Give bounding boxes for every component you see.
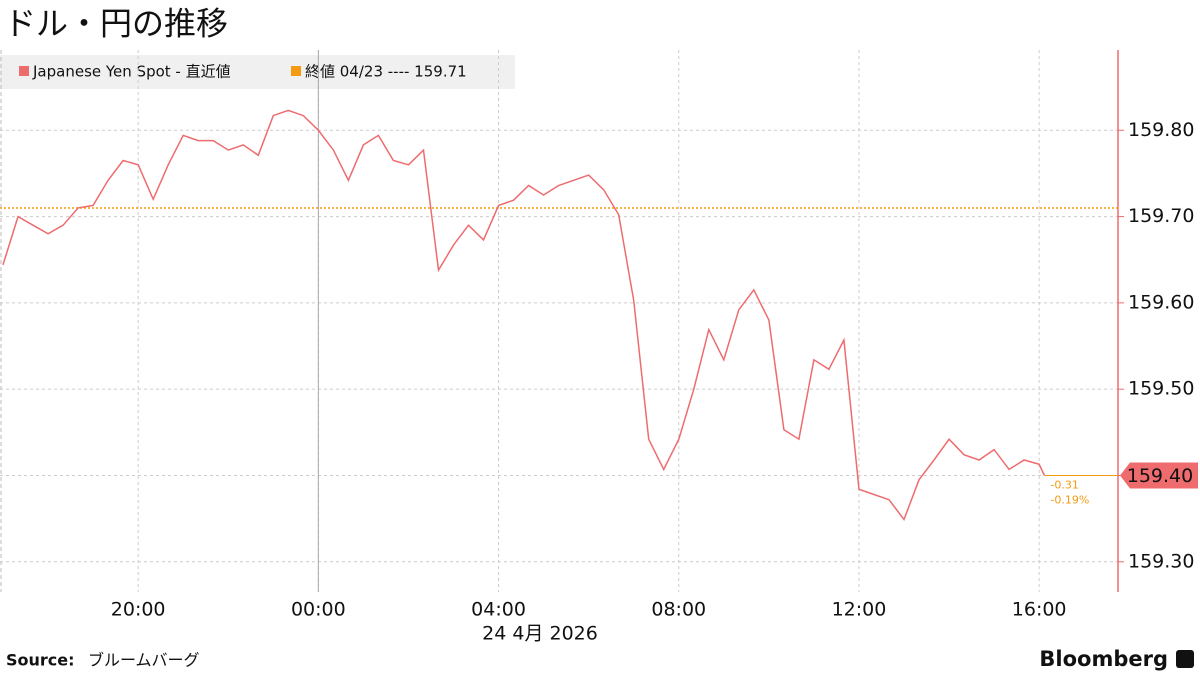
source: ブルームバーグ — [88, 651, 200, 670]
brand-icon — [1176, 650, 1194, 668]
source-label: Source: — [6, 651, 75, 670]
price-line — [2, 109, 1046, 522]
last-value-box — [1120, 462, 1198, 489]
brand: Bloomberg — [1039, 647, 1168, 671]
legend-swatch — [291, 66, 301, 76]
legend-box — [0, 55, 515, 89]
change-pct-label: -0.19% — [1050, 493, 1089, 506]
x-axis-label: 24 4月 2026 — [482, 623, 598, 645]
y-tick-label: 159.60 — [1128, 291, 1194, 313]
y-tick-label: 159.80 — [1128, 119, 1194, 141]
legend-label: Japanese Yen Spot - 直近値 — [32, 63, 231, 81]
x-tick-label: 16:00 — [1012, 599, 1067, 621]
y-tick-label: 159.50 — [1128, 378, 1194, 400]
legend-swatch — [19, 66, 29, 76]
x-tick-label: 12:00 — [832, 599, 887, 621]
y-tick-label: 159.70 — [1128, 205, 1194, 227]
x-tick-label: 00:00 — [291, 599, 346, 621]
change-label: -0.31 — [1050, 478, 1078, 491]
chart-title: ドル・円の推移 — [4, 5, 228, 43]
legend-label: 終値 04/23 ---- 159.71 — [305, 63, 467, 81]
x-tick-label: 20:00 — [111, 599, 166, 621]
y-tick-label: 159.30 — [1128, 550, 1194, 572]
x-tick-label: 08:00 — [651, 599, 706, 621]
last-value-label: 159.40 — [1127, 465, 1193, 487]
x-tick-label: 04:00 — [471, 599, 526, 621]
